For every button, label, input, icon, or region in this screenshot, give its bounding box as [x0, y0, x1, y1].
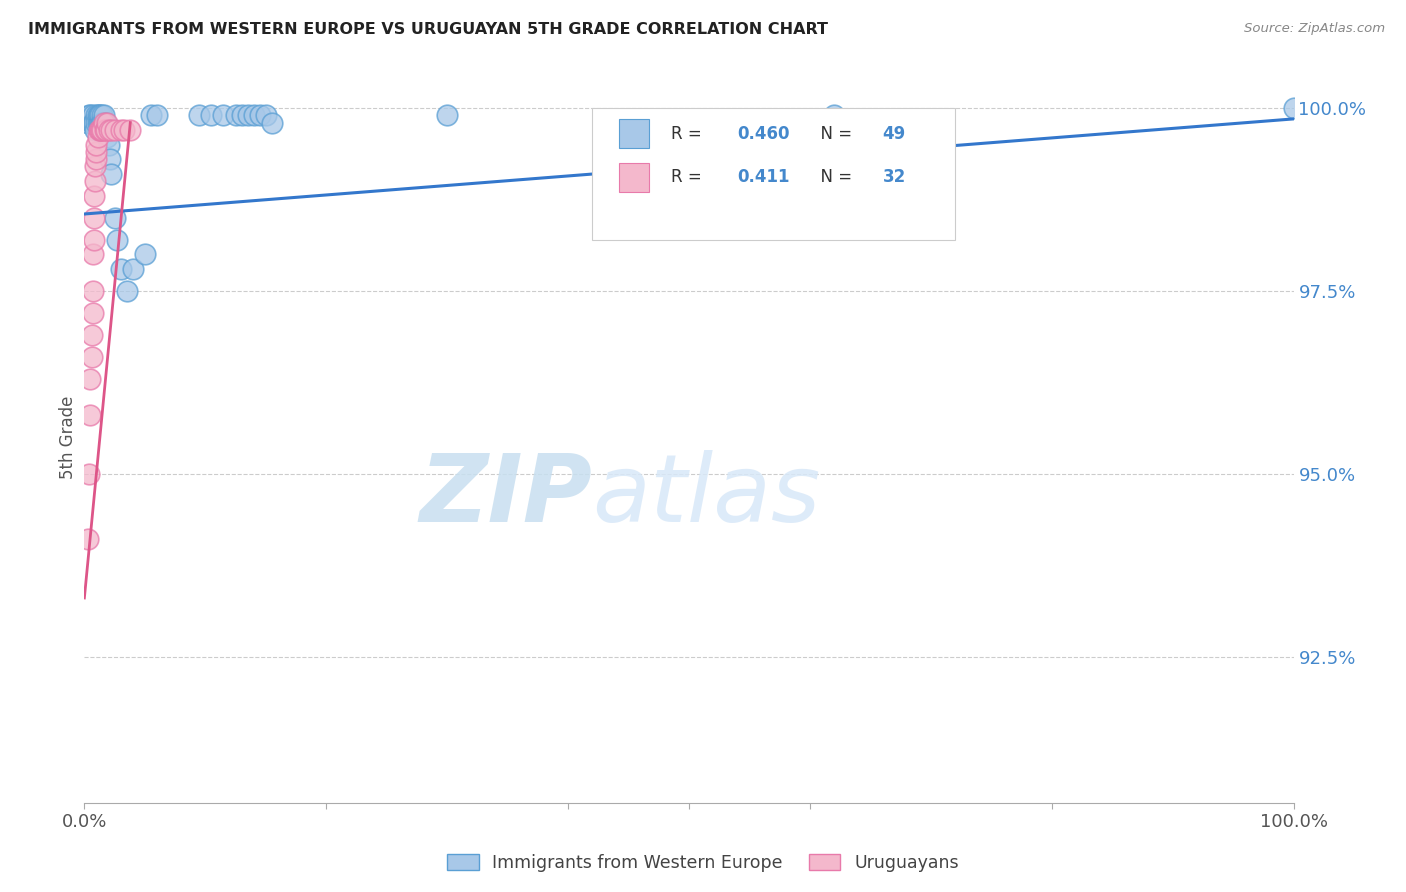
Point	[121, 261, 143, 276]
Point	[94, 123, 117, 137]
Point	[79, 108, 101, 122]
Point	[242, 108, 264, 122]
Point	[100, 167, 122, 181]
Point	[200, 108, 222, 122]
Point	[86, 108, 108, 122]
Point	[212, 108, 235, 122]
Y-axis label: 5th Grade: 5th Grade	[59, 395, 77, 479]
Point	[80, 115, 103, 129]
Text: R =: R =	[671, 169, 711, 186]
Text: Source: ZipAtlas.com: Source: ZipAtlas.com	[1244, 22, 1385, 36]
Point	[436, 108, 458, 122]
Point	[82, 108, 104, 122]
Point	[93, 115, 115, 129]
Point	[90, 115, 112, 129]
Point	[96, 115, 118, 129]
Point	[97, 137, 120, 152]
Text: R =: R =	[671, 125, 707, 143]
Point	[86, 152, 108, 166]
Point	[1282, 101, 1305, 115]
Point	[89, 108, 111, 122]
FancyBboxPatch shape	[619, 162, 650, 192]
Point	[120, 123, 142, 137]
Point	[93, 115, 115, 129]
Point	[254, 108, 277, 122]
Point	[79, 371, 101, 385]
Point	[146, 108, 169, 122]
Point	[105, 233, 128, 247]
Point	[87, 123, 110, 137]
Point	[249, 108, 271, 122]
Point	[84, 174, 107, 188]
Point	[823, 108, 845, 122]
Point	[77, 108, 100, 122]
Point	[90, 123, 112, 137]
Point	[80, 350, 103, 364]
Point	[112, 123, 135, 137]
Point	[225, 108, 247, 122]
Point	[77, 115, 100, 129]
Point	[86, 108, 108, 122]
Text: 0.460: 0.460	[737, 125, 790, 143]
Point	[260, 115, 283, 129]
Text: 32: 32	[883, 169, 905, 186]
Text: ZIP: ZIP	[419, 450, 592, 541]
Point	[89, 115, 111, 129]
Point	[90, 123, 112, 137]
Point	[89, 123, 111, 137]
Point	[104, 123, 127, 137]
Point	[82, 306, 104, 320]
Point	[104, 211, 127, 225]
Point	[93, 108, 115, 122]
Point	[77, 467, 100, 481]
Text: IMMIGRANTS FROM WESTERN EUROPE VS URUGUAYAN 5TH GRADE CORRELATION CHART: IMMIGRANTS FROM WESTERN EUROPE VS URUGUA…	[28, 22, 828, 37]
Point	[110, 123, 132, 137]
Point	[91, 123, 114, 137]
Point	[236, 108, 259, 122]
Point	[82, 247, 104, 261]
Point	[83, 211, 105, 225]
Text: N =: N =	[810, 125, 858, 143]
Point	[139, 108, 162, 122]
Point	[83, 188, 105, 202]
Point	[98, 152, 121, 166]
Point	[86, 115, 108, 129]
Text: atlas: atlas	[592, 450, 821, 541]
Text: 0.411: 0.411	[737, 169, 790, 186]
Point	[80, 327, 103, 342]
FancyBboxPatch shape	[592, 108, 955, 240]
Point	[86, 137, 108, 152]
Point	[94, 123, 117, 137]
Point	[94, 115, 117, 129]
Point	[86, 115, 108, 129]
Point	[77, 533, 100, 547]
Legend: Immigrants from Western Europe, Uruguayans: Immigrants from Western Europe, Uruguaya…	[440, 847, 966, 879]
Point	[87, 115, 110, 129]
Point	[84, 160, 107, 174]
Point	[231, 108, 253, 122]
Point	[94, 123, 117, 137]
Point	[79, 408, 101, 422]
Point	[83, 233, 105, 247]
Point	[86, 145, 108, 159]
Point	[110, 261, 132, 276]
Point	[100, 123, 122, 137]
Point	[97, 123, 120, 137]
Text: 49: 49	[883, 125, 905, 143]
Point	[82, 284, 104, 298]
Point	[115, 284, 138, 298]
Point	[91, 115, 114, 129]
Point	[86, 130, 108, 145]
Text: N =: N =	[810, 169, 858, 186]
Point	[96, 130, 118, 145]
Point	[91, 108, 114, 122]
Point	[188, 108, 211, 122]
Point	[134, 247, 156, 261]
Point	[83, 115, 105, 129]
Point	[82, 115, 104, 129]
Point	[84, 123, 107, 137]
Point	[87, 108, 110, 122]
FancyBboxPatch shape	[619, 119, 650, 148]
